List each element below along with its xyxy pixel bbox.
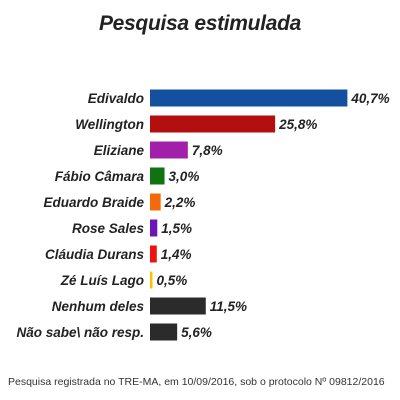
chart-title: Pesquisa estimulada [98, 12, 302, 35]
category-label: Eliziane [94, 143, 145, 158]
value-label: 1,5% [161, 221, 192, 236]
value-label: 0,5% [157, 273, 188, 288]
value-label: 7,8% [192, 143, 223, 158]
bar [150, 271, 153, 289]
bar [150, 167, 165, 185]
bar [150, 219, 158, 237]
bar [150, 115, 276, 133]
category-label: Eduardo Braide [43, 195, 144, 210]
bar [150, 89, 348, 107]
category-label: Rose Sales [72, 221, 145, 236]
bar [150, 141, 188, 159]
category-label: Edivaldo [88, 91, 144, 106]
value-label: 40,7% [350, 91, 389, 106]
value-label: 11,5% [210, 299, 247, 314]
value-label: 1,4% [161, 247, 192, 262]
category-label: Fábio Câmara [55, 169, 145, 184]
value-label: 5,6% [181, 325, 212, 340]
value-label: 2,2% [164, 195, 196, 210]
value-label: 3,0% [169, 169, 200, 184]
category-label: Zé Luís Lago [60, 273, 144, 288]
bar [150, 193, 161, 211]
category-label: Wellington [75, 117, 144, 132]
bar [150, 323, 178, 341]
bar [150, 297, 206, 315]
category-label: Não sabe\ não resp. [16, 325, 144, 340]
value-label: 25,8% [278, 117, 317, 132]
category-label: Nenhum deles [52, 299, 145, 314]
footnote: Pesquisa registrada no TRE-MA, em 10/09/… [8, 376, 385, 388]
category-label: Cláudia Durans [45, 247, 145, 262]
bar [150, 245, 157, 263]
